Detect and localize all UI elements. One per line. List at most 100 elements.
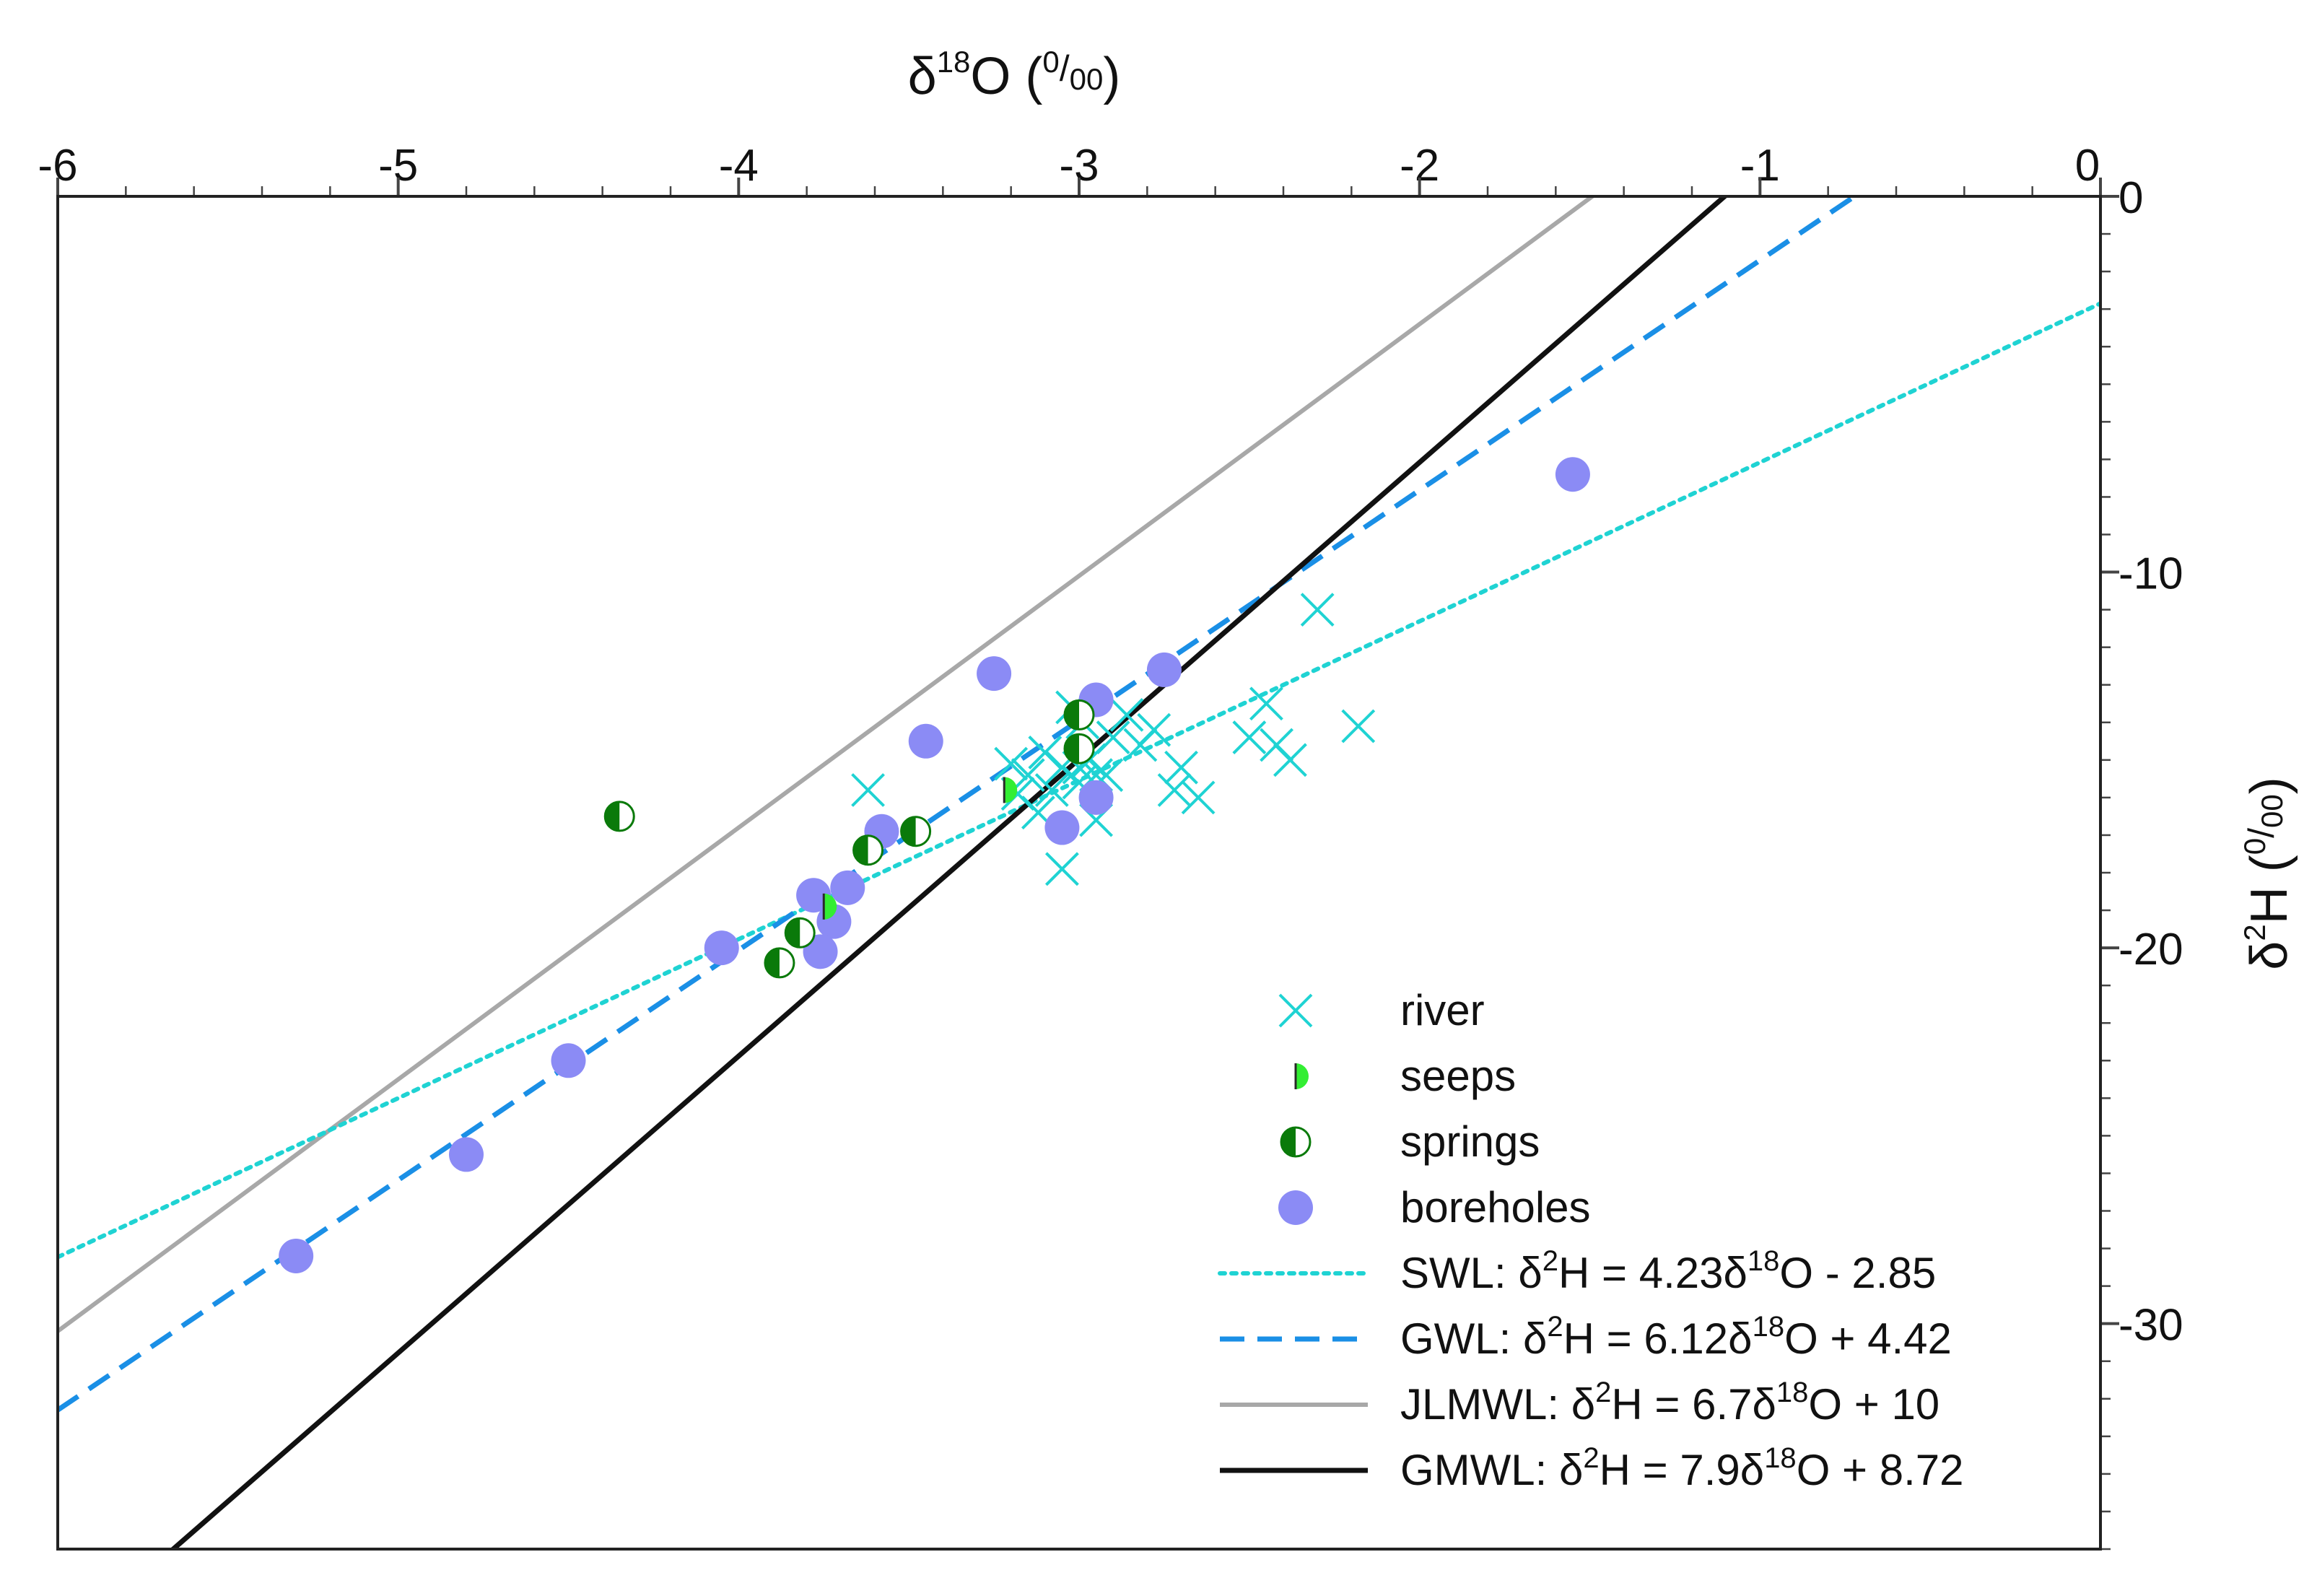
- point-river: [1232, 720, 1267, 755]
- y-tick-label: -30: [2119, 1301, 2183, 1351]
- point-seeps: [1003, 777, 1018, 803]
- circle-fill: [796, 878, 832, 913]
- point-river: [1300, 593, 1335, 627]
- x-tick-label: 0: [2075, 141, 2100, 191]
- legend-label-boreholes: boreholes: [1400, 1183, 1591, 1231]
- x-stroke: [1249, 686, 1283, 721]
- half-circle-fill: [824, 893, 837, 920]
- point-river: [1028, 736, 1062, 769]
- point-boreholes: [977, 656, 1012, 692]
- half-circle-fill: [764, 948, 780, 977]
- plot-frame: [56, 195, 2102, 1551]
- x-stroke: [1062, 765, 1096, 800]
- point-river: [1045, 852, 1079, 886]
- y-tick-label: -20: [2119, 925, 2183, 974]
- line-swl: [58, 301, 2100, 1260]
- circle-fill: [551, 1043, 586, 1078]
- point-boreholes: [449, 1137, 484, 1172]
- legend-label-gwl: GWL: δ2H = 6.12δ18O + 4.42: [1400, 1311, 1952, 1363]
- x-stroke: [994, 746, 1029, 781]
- legend-label-gmwl: GMWL: δ2H = 7.9δ18O + 8.72: [1400, 1442, 1964, 1494]
- point-springs: [900, 816, 932, 847]
- legend-label-jlmwl: JLMWL: δ2H = 6.7δ18O + 10: [1400, 1377, 1939, 1429]
- point-boreholes: [279, 1238, 314, 1273]
- point-boreholes: [830, 870, 865, 905]
- point-river: [1123, 728, 1158, 762]
- x-stroke: [1109, 697, 1144, 732]
- x-stroke: [851, 773, 885, 807]
- legend-symbol-seeps: [1294, 1063, 1309, 1089]
- point-boreholes: [704, 930, 739, 966]
- point-boreholes: [796, 878, 832, 913]
- circle-fill: [908, 723, 943, 759]
- legend-label-springs: springs: [1400, 1117, 1540, 1166]
- point-springs: [1063, 699, 1095, 731]
- data-points: [279, 457, 1590, 1273]
- half-circle-fill: [901, 816, 916, 846]
- x-stroke: [1034, 773, 1069, 807]
- point-river: [1249, 686, 1283, 721]
- half-circle-fill: [853, 835, 868, 865]
- x-stroke: [1181, 780, 1216, 815]
- point-springs: [1063, 733, 1095, 764]
- point-boreholes: [1078, 780, 1114, 815]
- point-river: [1011, 758, 1045, 793]
- point-river: [1164, 750, 1198, 785]
- half-circle-fill: [1065, 734, 1079, 764]
- y-tick-label: -10: [2119, 549, 2183, 599]
- point-river: [851, 773, 885, 807]
- legend-symbols: [1218, 993, 1370, 1473]
- y-axis-title: δ2H (0/00): [2238, 777, 2298, 969]
- circle-fill: [1278, 1190, 1313, 1225]
- legend-label-swl: SWL: δ2H = 4.23δ18O - 2.85: [1400, 1245, 1936, 1297]
- y-tick-label: 0: [2119, 173, 2143, 223]
- x-stroke: [1232, 720, 1267, 755]
- line-jlmwl: [58, 196, 1597, 1333]
- legend-symbol-river: [1278, 993, 1313, 1028]
- x-stroke: [1273, 743, 1307, 777]
- x-stroke: [1341, 709, 1376, 744]
- circle-fill: [1044, 810, 1080, 845]
- point-boreholes: [551, 1043, 586, 1078]
- point-boreholes: [1555, 457, 1590, 492]
- half-circle-fill: [1296, 1063, 1309, 1089]
- circle-fill: [449, 1137, 484, 1172]
- legend-label-seeps: seeps: [1400, 1052, 1516, 1100]
- point-boreholes: [803, 934, 838, 969]
- circle-fill: [279, 1238, 314, 1273]
- point-river: [1109, 697, 1144, 732]
- point-springs: [852, 834, 884, 866]
- x-stroke: [1028, 736, 1062, 769]
- circle-fill: [1078, 780, 1114, 815]
- half-circle-fill: [785, 918, 800, 948]
- x-stroke: [1123, 728, 1158, 762]
- circle-fill: [803, 934, 838, 969]
- y-tick-labels: 0 -10 -20 -30: [2119, 173, 2183, 1351]
- half-circle-fill: [1281, 1128, 1296, 1156]
- legend-label-river: river: [1400, 986, 1485, 1034]
- circle-fill: [1555, 457, 1590, 492]
- point-boreholes: [1044, 810, 1080, 845]
- x-stroke: [1164, 750, 1198, 785]
- x-stroke: [1011, 758, 1045, 793]
- point-river: [1181, 780, 1216, 815]
- legend-symbol-boreholes: [1278, 1190, 1313, 1225]
- point-boreholes: [1146, 652, 1182, 687]
- point-springs: [764, 947, 795, 979]
- point-springs: [603, 801, 635, 832]
- x-stroke: [1021, 795, 1055, 830]
- point-river: [1273, 743, 1307, 777]
- circle-fill: [977, 656, 1012, 692]
- point-river: [1341, 709, 1376, 744]
- x-stroke: [1157, 773, 1192, 807]
- axis-ticks: [56, 178, 2119, 1551]
- x-stroke: [1278, 993, 1313, 1028]
- x-axis-title: δ18O (0/00): [908, 45, 1121, 105]
- point-river: [994, 746, 1029, 781]
- legend-symbol-springs: [1280, 1126, 1312, 1158]
- point-seeps: [822, 893, 837, 920]
- point-boreholes: [908, 723, 943, 759]
- half-circle-fill: [605, 801, 620, 831]
- point-river: [1157, 773, 1192, 807]
